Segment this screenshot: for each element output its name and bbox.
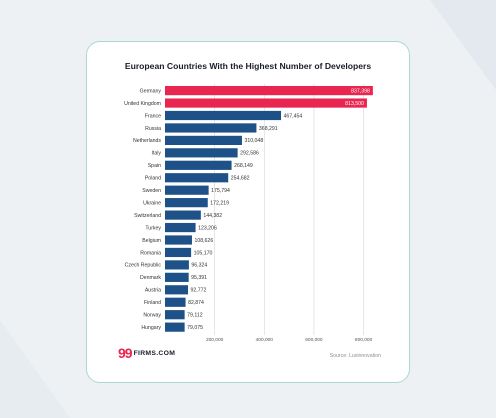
value-label: 467,454 [284, 113, 303, 119]
category-label: Spain [148, 163, 161, 169]
logo-text: FIRMS.COM [133, 349, 176, 357]
bar [165, 297, 186, 307]
value-label: 175,794 [211, 188, 230, 194]
bar [165, 235, 192, 245]
category-label: Romania [140, 250, 161, 256]
x-tick-label: 200,000 [206, 337, 224, 343]
value-label: 368,291 [259, 126, 278, 132]
chart-title: European Countries With the Highest Numb… [124, 61, 372, 71]
source-note: Source: Luxinnovation [329, 353, 381, 359]
value-label: 268,149 [234, 163, 253, 169]
category-label: Austria [145, 288, 161, 294]
value-label: 79,075 [187, 325, 203, 331]
bar [165, 310, 185, 320]
category-label: France [145, 113, 161, 119]
firms-logo: 99 FIRMS.COM [118, 345, 175, 361]
category-label: Russia [145, 126, 161, 132]
category-label: Poland [145, 176, 161, 182]
bar [165, 185, 209, 195]
bar [165, 173, 229, 183]
background-triangle [0, 320, 70, 418]
logo-mark: 99 [118, 345, 133, 361]
value-label: 254,682 [231, 176, 250, 182]
value-label: 105,170 [194, 250, 213, 256]
value-label: 95,391 [191, 275, 207, 281]
category-label: Italy [151, 151, 161, 157]
bar [165, 222, 196, 233]
category-label: Finland [144, 300, 161, 306]
category-label: Germany [140, 88, 162, 94]
value-label: 92,772 [191, 288, 207, 294]
bar [165, 210, 201, 220]
value-label: 123,206 [198, 225, 217, 231]
value-label: 82,874 [188, 300, 204, 306]
background-triangle [430, 0, 496, 90]
category-label: Denmark [140, 275, 161, 281]
category-label: United Kingdom [124, 101, 161, 107]
value-label: 837,398 [351, 88, 370, 94]
category-label: Sweden [142, 188, 161, 194]
bar-chart: 200,000 400,000 600,000 800,000 Germany 837,3… [124, 84, 373, 343]
bar [165, 272, 189, 282]
value-label: 108,626 [194, 238, 213, 244]
category-label: Switzerland [134, 213, 161, 219]
x-tick-label: 800,000 [355, 337, 373, 343]
bar [165, 285, 189, 295]
bar [165, 98, 367, 108]
bar [165, 160, 232, 170]
bar [165, 135, 242, 145]
category-label: Ukraine [143, 200, 161, 206]
category-label: Czech Republic [125, 263, 162, 269]
chart-card: European Countries With the Highest Numb… [86, 41, 410, 383]
bar [165, 260, 189, 270]
bar [165, 123, 257, 133]
x-tick-label: 600,000 [305, 337, 323, 343]
bar [165, 198, 208, 208]
bar [165, 322, 185, 332]
value-label: 813,500 [345, 101, 364, 107]
x-tick-label: 400,000 [256, 337, 274, 343]
value-label: 79,112 [187, 313, 203, 319]
bar [165, 86, 373, 96]
value-label: 144,382 [203, 213, 222, 219]
bar [165, 247, 192, 258]
value-label: 96,324 [191, 263, 207, 269]
bar [165, 110, 282, 121]
category-label: Belgium [142, 238, 161, 244]
category-label: Hungary [141, 325, 161, 331]
category-label: Turkey [145, 225, 161, 231]
bar [165, 148, 238, 158]
value-label: 172,219 [210, 200, 229, 206]
category-label: Netherlands [133, 138, 161, 144]
value-label: 292,586 [240, 151, 259, 157]
category-label: Norway [143, 313, 161, 319]
value-label: 310,048 [244, 138, 263, 144]
